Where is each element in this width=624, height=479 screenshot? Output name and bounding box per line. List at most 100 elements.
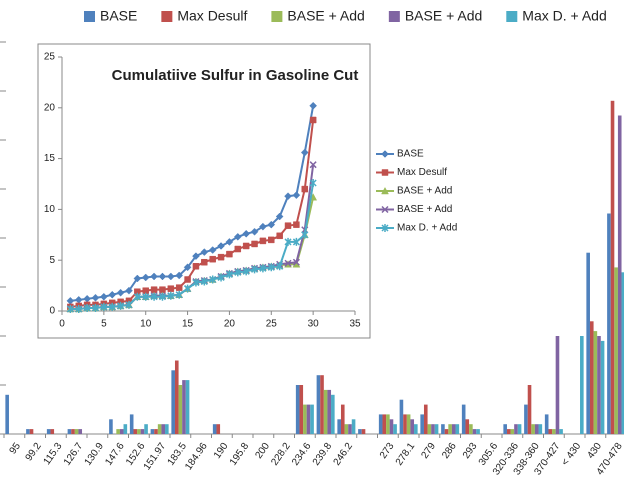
bar bbox=[410, 419, 415, 434]
point bbox=[201, 258, 208, 266]
bar bbox=[116, 429, 120, 434]
bar bbox=[361, 429, 366, 434]
x-tick-label: 10 bbox=[140, 319, 152, 330]
bar bbox=[67, 429, 72, 434]
point bbox=[184, 284, 192, 293]
bar bbox=[580, 336, 584, 434]
legend-marker bbox=[381, 224, 389, 232]
bar bbox=[344, 424, 349, 434]
point bbox=[209, 255, 216, 263]
bar bbox=[348, 424, 352, 434]
point bbox=[100, 302, 108, 311]
point bbox=[284, 237, 292, 246]
bar bbox=[589, 321, 594, 434]
x-tick-label: 147.6 bbox=[103, 441, 127, 468]
point bbox=[267, 220, 276, 229]
bar bbox=[351, 419, 356, 434]
legend-label: BASE + Add bbox=[397, 204, 452, 215]
bar bbox=[597, 336, 601, 434]
x-tick-label: 15 bbox=[182, 319, 194, 330]
point bbox=[175, 290, 183, 299]
point bbox=[275, 212, 284, 221]
x-tick-label: 0 bbox=[59, 319, 65, 330]
x-tick-label: 286 bbox=[440, 441, 459, 461]
x-tick-label: 95 bbox=[8, 441, 24, 457]
bar bbox=[614, 267, 618, 434]
bar bbox=[133, 429, 138, 434]
point bbox=[66, 304, 74, 313]
point bbox=[242, 242, 250, 250]
bar bbox=[178, 385, 183, 434]
x-tick-label: 5 bbox=[101, 319, 107, 330]
bar bbox=[26, 429, 30, 434]
legend-label: BASE + Add bbox=[397, 186, 452, 197]
legend-marker bbox=[381, 205, 389, 214]
point bbox=[184, 276, 191, 283]
x-tick-label: 35 bbox=[349, 319, 361, 330]
x-tick-label: 228.2 bbox=[269, 441, 293, 468]
bar bbox=[295, 385, 300, 434]
bar bbox=[78, 429, 83, 434]
bar bbox=[161, 424, 166, 434]
bar bbox=[399, 399, 404, 434]
bar bbox=[455, 424, 460, 434]
bar bbox=[552, 429, 556, 434]
bar bbox=[310, 404, 314, 434]
bar bbox=[212, 424, 217, 434]
x-tick-label: 184.96 bbox=[183, 441, 210, 473]
bar bbox=[306, 404, 311, 434]
point bbox=[309, 116, 317, 124]
x-tick-label: 20 bbox=[224, 319, 236, 330]
bar bbox=[548, 429, 553, 434]
x-tick-label: 151.97 bbox=[142, 441, 169, 473]
x-tick-label: 246.2 bbox=[332, 441, 356, 468]
y-tick-label: 0 bbox=[49, 306, 55, 317]
bar bbox=[431, 424, 435, 434]
point bbox=[309, 161, 317, 169]
bar bbox=[216, 424, 221, 434]
point bbox=[91, 293, 100, 302]
bar bbox=[119, 429, 124, 434]
point bbox=[142, 292, 150, 301]
point bbox=[276, 262, 284, 271]
bar bbox=[154, 429, 158, 434]
point bbox=[209, 275, 217, 284]
point bbox=[75, 304, 83, 313]
x-tick-label: 115.3 bbox=[42, 441, 65, 468]
point bbox=[217, 253, 225, 261]
legend-label: Max Desulf bbox=[397, 167, 447, 178]
point bbox=[292, 258, 300, 266]
point bbox=[116, 288, 125, 297]
point bbox=[233, 232, 242, 241]
chart-title: Cumulatiive Sulfur in Gasoline Cut bbox=[112, 67, 359, 84]
legend-marker bbox=[381, 169, 389, 176]
point bbox=[83, 303, 91, 312]
point bbox=[183, 263, 192, 272]
bar bbox=[74, 429, 79, 434]
bar bbox=[448, 424, 452, 434]
x-tick-label: 293 bbox=[461, 441, 480, 461]
bar bbox=[600, 340, 605, 434]
point bbox=[301, 185, 309, 193]
bar bbox=[465, 419, 470, 434]
bar bbox=[71, 429, 75, 434]
point bbox=[251, 240, 258, 248]
x-tick-label: 430 bbox=[585, 441, 604, 461]
x-tick-label: 195.8 bbox=[228, 441, 252, 468]
bar bbox=[331, 394, 335, 434]
point bbox=[284, 192, 292, 201]
bar bbox=[165, 424, 169, 434]
bar bbox=[544, 414, 549, 434]
point bbox=[175, 271, 184, 280]
bar bbox=[586, 252, 590, 434]
y-tick-label: 5 bbox=[49, 255, 55, 266]
point bbox=[133, 274, 142, 283]
bar bbox=[129, 414, 134, 434]
point bbox=[225, 238, 234, 246]
bar bbox=[538, 424, 543, 434]
bar bbox=[382, 414, 387, 434]
x-tick-label: 190 bbox=[212, 441, 231, 461]
x-tick-label: 99.2 bbox=[24, 441, 44, 464]
x-tick-label: 30 bbox=[308, 319, 320, 330]
point bbox=[150, 286, 158, 293]
